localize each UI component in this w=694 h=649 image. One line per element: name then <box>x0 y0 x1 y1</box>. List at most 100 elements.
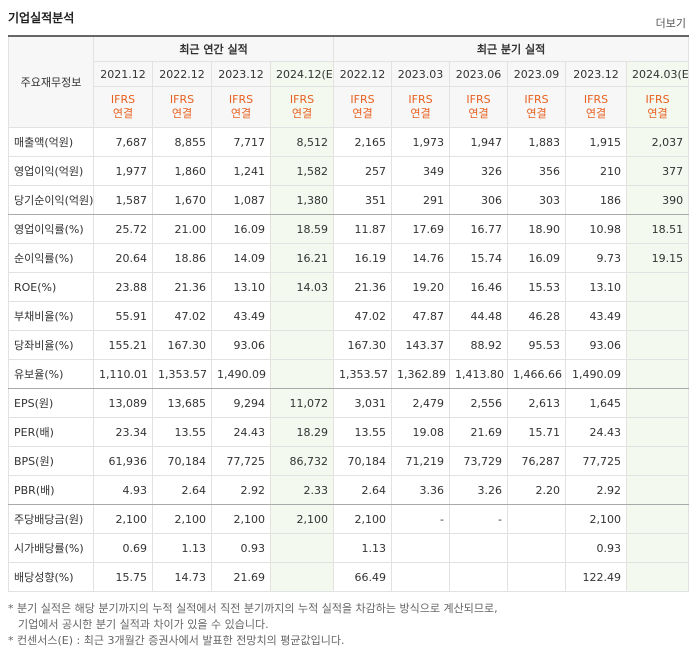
cell-value: 390 <box>626 185 690 215</box>
cell-value: 13,089 <box>93 388 153 418</box>
cell-value: 77,725 <box>211 446 271 476</box>
basis-header: IFRS 연결 <box>391 86 451 128</box>
scope-label: 연결 <box>585 107 607 120</box>
cell-value <box>391 533 451 563</box>
row-label: ROE(%) <box>8 272 94 302</box>
cell-value: 1,670 <box>152 185 212 215</box>
data-row: 당좌비율(%) 155.21 167.30 93.06 167.30 143.37 88.9… <box>8 330 690 360</box>
cell-value: 16.09 <box>211 214 271 244</box>
cell-value: 326 <box>449 156 509 186</box>
cell-value: 18.59 <box>269 214 335 244</box>
cell-value: 210 <box>565 156 628 186</box>
row-label: 영업이익률(%) <box>8 214 94 244</box>
cell-value: 43.49 <box>565 301 628 331</box>
cell-value: 7,717 <box>211 127 271 157</box>
period-header: 2022.12 <box>152 61 212 87</box>
row-label: EPS(원) <box>8 388 94 418</box>
standard-label: IFRS <box>524 93 549 106</box>
cell-value: 20.64 <box>93 243 153 273</box>
cell-value <box>626 562 690 592</box>
cell-value <box>449 562 509 592</box>
cell-value: 11,072 <box>269 388 335 418</box>
more-link[interactable]: 더보기 <box>655 17 686 30</box>
row-label: 부채비율(%) <box>8 301 94 331</box>
cell-value: 306 <box>449 185 509 215</box>
cell-value: 1,353.57 <box>152 359 212 389</box>
cell-value: 1,883 <box>507 127 567 157</box>
period-header: 2021.12 <box>93 61 153 87</box>
scope-label: 연결 <box>410 107 431 120</box>
cell-value: 21.36 <box>152 272 212 302</box>
cell-value: 9,294 <box>211 388 271 418</box>
row-label: 시가배당률(%) <box>8 533 94 563</box>
cell-value: 10.98 <box>565 214 628 244</box>
cell-value: 11.87 <box>333 214 393 244</box>
cell-value <box>507 504 567 534</box>
period-header: 2023.12 <box>565 61 628 87</box>
data-row: EPS(원) 13,089 13,685 9,294 11,072 3,031 2,479 2… <box>8 388 690 418</box>
cell-value: 14.76 <box>391 243 451 273</box>
cell-value: 2.92 <box>565 475 628 505</box>
scope-label: 연결 <box>230 107 252 120</box>
standard-label: IFRS <box>466 93 491 106</box>
cell-value: 24.43 <box>211 417 271 447</box>
data-row: BPS(원) 61,936 70,184 77,725 86,732 70,184 71,2… <box>8 446 690 476</box>
cell-value: 2.64 <box>152 475 212 505</box>
cell-value <box>269 359 335 389</box>
period-header: 2023.09 <box>507 61 567 87</box>
row-label: 매출액(억원) <box>8 127 94 157</box>
cell-value: 351 <box>333 185 393 215</box>
cell-value <box>507 533 567 563</box>
cell-value: 2,100 <box>211 504 271 534</box>
cell-value: 95.53 <box>507 330 567 360</box>
row-label: 배당성향(%) <box>8 562 94 592</box>
period-header: 2023.03 <box>391 61 451 87</box>
period-header: 2023.12 <box>211 61 271 87</box>
cell-value <box>626 272 690 302</box>
cell-value: 1,915 <box>565 127 628 157</box>
cell-value: 3.36 <box>391 475 451 505</box>
cell-value: 8,512 <box>269 127 335 157</box>
cell-value: 1,582 <box>269 156 335 186</box>
cell-value: 16.09 <box>507 243 567 273</box>
cell-value: - <box>449 504 509 534</box>
cell-value: 1,413.80 <box>449 359 509 389</box>
cell-value: 1,110.01 <box>93 359 153 389</box>
data-row: 영업이익률(%) 25.72 21.00 16.09 18.59 11.87 17.69 16… <box>8 214 690 244</box>
basis-header: IFRS 연결 <box>269 86 335 128</box>
standard-label: IFRS <box>169 93 195 106</box>
corner-header: 주요재무정보 <box>8 35 94 128</box>
cell-value: 9.73 <box>565 243 628 273</box>
cell-value: 21.00 <box>152 214 212 244</box>
cell-value: 16.46 <box>449 272 509 302</box>
cell-value <box>626 330 690 360</box>
cell-value: 291 <box>391 185 451 215</box>
data-row: PER(배) 23.34 13.55 24.43 18.29 13.55 19.08 21.6… <box>8 417 690 447</box>
cell-value: 3.26 <box>449 475 509 505</box>
cell-value: 13.10 <box>211 272 271 302</box>
cell-value: - <box>391 504 451 534</box>
basis-header: IFRS 연결 <box>626 86 690 128</box>
cell-value: 1,087 <box>211 185 271 215</box>
cell-value: 303 <box>507 185 567 215</box>
cell-value: 167.30 <box>152 330 212 360</box>
cell-value: 13.55 <box>152 417 212 447</box>
table-body: 매출액(억원) 7,687 8,855 7,717 8,512 2,165 1,973 1,9… <box>8 127 690 592</box>
cell-value: 2,165 <box>333 127 393 157</box>
cell-value: 1,587 <box>93 185 153 215</box>
cell-value: 21.36 <box>333 272 393 302</box>
cell-value: 1,380 <box>269 185 335 215</box>
footnote: 기업에서 공시한 분기 실적과 차이가 있을 수 있습니다. <box>18 618 269 631</box>
cell-value: 4.93 <box>93 475 153 505</box>
cell-value <box>269 533 335 563</box>
cell-value: 2,479 <box>391 388 451 418</box>
cell-value: 70,184 <box>333 446 393 476</box>
cell-value: 15.74 <box>449 243 509 273</box>
row-label: 당좌비율(%) <box>8 330 94 360</box>
cell-value: 1,490.09 <box>565 359 628 389</box>
cell-value <box>626 417 690 447</box>
cell-value: 0.93 <box>565 533 628 563</box>
cell-value: 1,466.66 <box>507 359 567 389</box>
cell-value: 19.15 <box>626 243 690 273</box>
